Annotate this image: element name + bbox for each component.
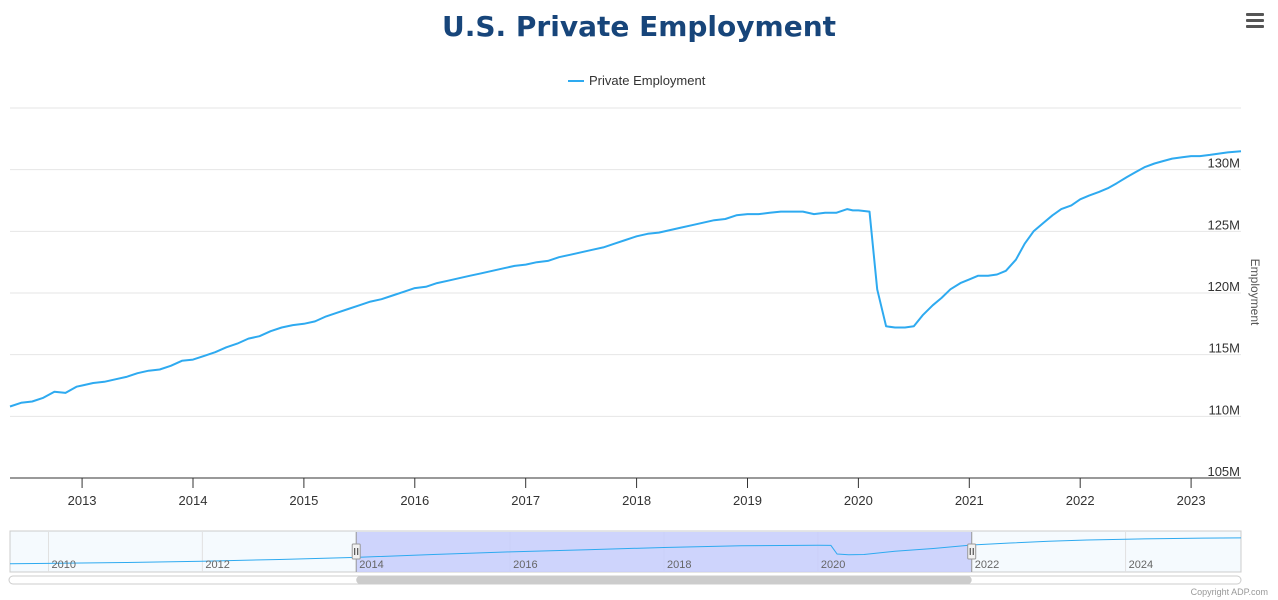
navigator-handle-left[interactable]	[351, 543, 361, 560]
navigator-label: 2024	[1129, 559, 1153, 571]
y-tick-label: 125M	[1207, 217, 1240, 232]
x-tick-label: 2021	[955, 493, 984, 508]
x-tick-label: 2020	[844, 493, 873, 508]
x-tick-label: 2018	[622, 493, 651, 508]
navigator-label: 2014	[359, 559, 383, 571]
x-tick-label: 2013	[68, 493, 97, 508]
x-tick-label: 2016	[400, 493, 429, 508]
handle-body	[351, 543, 361, 560]
scrollbar[interactable]	[8, 575, 1242, 585]
handle-body	[967, 543, 977, 560]
navigator-label: 2016	[513, 559, 537, 571]
chart-title: U.S. Private Employment	[442, 10, 836, 43]
series-line-private-employment[interactable]	[9, 150, 1242, 408]
navigator[interactable]: 2010 2012 2014 2016 2018 2020 2022 2024	[9, 530, 1242, 573]
x-axis-ticks: 2013 2014 2015 2016 2017 2018 2019 2020 2021 2022…	[68, 478, 1206, 508]
x-tick-label: 2022	[1066, 493, 1095, 508]
hamburger-menu-icon[interactable]	[1246, 13, 1264, 28]
grid-lines	[10, 107, 1241, 417]
navigator-label: 2022	[975, 559, 999, 571]
navigator-label: 2010	[51, 559, 75, 571]
y-tick-label: 110M	[1208, 402, 1240, 417]
navigator-label: 2012	[205, 559, 229, 571]
x-tick-label: 2019	[733, 493, 762, 508]
legend-label: Private Employment	[589, 73, 706, 88]
y-tick-label: 105M	[1207, 464, 1240, 479]
y-axis-title: Employment	[1248, 259, 1262, 326]
x-tick-label: 2017	[511, 493, 540, 508]
navigator-label: 2020	[821, 559, 845, 571]
navigator-axis-labels: 2010 2012 2014 2016 2018 2020 2022 2024	[51, 559, 1153, 571]
x-tick-label: 2015	[289, 493, 318, 508]
y-tick-label: 130M	[1207, 156, 1240, 171]
y-tick-label: 120M	[1207, 279, 1240, 294]
navigator-label: 2018	[667, 559, 691, 571]
navigator-series-line	[9, 537, 1242, 565]
x-tick-label: 2014	[179, 493, 208, 508]
scrollbar-thumb[interactable]	[356, 576, 972, 584]
navigator-selected-range[interactable]	[356, 532, 972, 572]
legend-item-private-employment[interactable]: Private Employment	[568, 73, 706, 88]
y-tick-label: 115M	[1208, 341, 1240, 356]
y-axis-ticks: 105M 110M 115M 120M 125M 130M	[1207, 156, 1240, 479]
navigator-handle-right[interactable]	[967, 543, 977, 560]
x-tick-label: 2023	[1177, 493, 1206, 508]
credits-link[interactable]: Copyright ADP.com	[1191, 587, 1268, 597]
